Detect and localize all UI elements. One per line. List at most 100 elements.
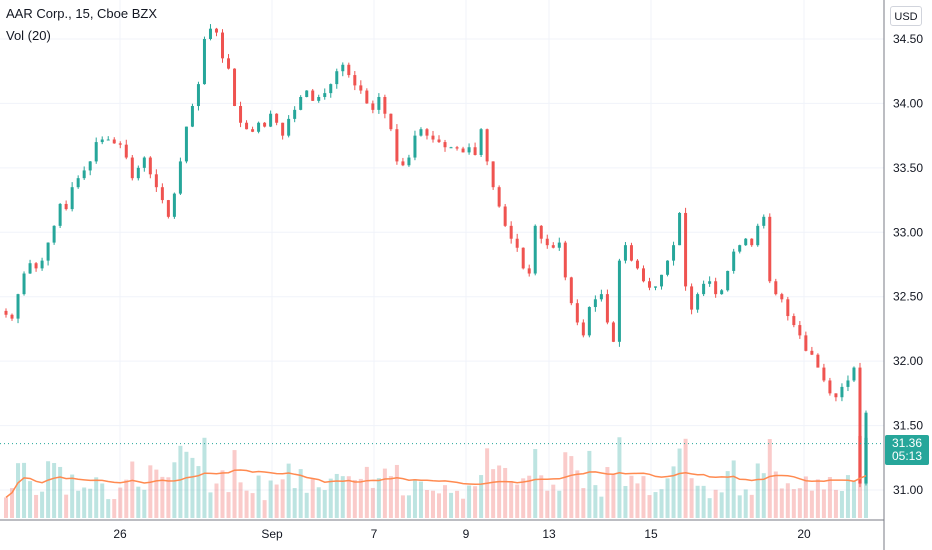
volume-bar: [112, 499, 117, 518]
volume-bar: [244, 490, 249, 518]
candle-body: [431, 135, 435, 140]
candle-body: [563, 242, 567, 278]
volume-bar: [467, 485, 472, 518]
candle-body: [281, 122, 285, 136]
volume-bar: [40, 491, 45, 518]
x-tick-label: 15: [644, 527, 658, 541]
volume-bar: [479, 475, 484, 518]
candle-body: [575, 303, 579, 323]
volume-bar: [725, 471, 730, 518]
volume-bar: [304, 492, 309, 518]
volume-bar: [388, 476, 393, 518]
x-tick-label: 26: [113, 527, 127, 541]
y-tick-label: 33.50: [893, 161, 923, 175]
candle-body: [196, 84, 200, 107]
volume-bar: [455, 490, 460, 518]
volume-bar: [635, 483, 640, 518]
candle-body: [58, 203, 62, 226]
volume-bar: [4, 497, 8, 518]
candle-body: [768, 216, 772, 282]
volume-bar: [334, 473, 339, 518]
candle-body: [798, 325, 802, 336]
volume-bar: [280, 479, 285, 518]
volume-bar: [328, 478, 333, 518]
candle-body: [269, 113, 273, 127]
volume-bar: [10, 488, 15, 518]
volume-bar: [100, 483, 105, 518]
volume-bar: [653, 492, 658, 518]
volume-bar: [70, 474, 75, 518]
volume-bar: [713, 489, 718, 518]
volume-bar: [136, 486, 141, 518]
candle-body: [112, 139, 116, 144]
volume-bar: [148, 465, 153, 518]
volume-bar: [509, 481, 514, 518]
candle-body: [172, 193, 176, 217]
candle-body: [756, 225, 760, 246]
volume-bar: [106, 499, 111, 518]
candle-body: [4, 310, 8, 315]
candle-body: [221, 32, 225, 59]
volume-bar: [64, 494, 69, 518]
candle-body: [214, 28, 218, 33]
last-price-value: 31.36: [891, 436, 923, 450]
candle-body: [581, 322, 585, 336]
volume-bar: [707, 498, 712, 518]
candle-body: [233, 68, 237, 107]
volume-bar: [767, 439, 772, 518]
candle-body: [245, 122, 249, 130]
candle-body: [774, 281, 778, 295]
volume-bar: [539, 475, 544, 518]
volume-bar: [130, 461, 135, 518]
volume-bar: [400, 495, 405, 518]
volume-bar: [695, 485, 700, 518]
volume-bar: [316, 487, 321, 518]
candle-body: [822, 367, 826, 381]
x-tick-label: Sep: [261, 527, 283, 541]
volume-bar: [581, 488, 586, 518]
volume-bar: [833, 489, 838, 518]
volume-bar: [809, 490, 814, 518]
candle-body: [599, 294, 603, 300]
volume-bar: [551, 484, 556, 518]
volume-bar: [58, 466, 63, 518]
candle-body: [840, 386, 844, 398]
candle-body: [503, 206, 507, 226]
volume-bar: [208, 492, 213, 518]
candle-body: [539, 225, 543, 239]
volume-bar: [617, 437, 622, 518]
volume-bar: [569, 456, 574, 518]
volume-bar: [124, 479, 129, 518]
candle-body: [88, 161, 92, 171]
volume-bar: [671, 466, 676, 518]
candle-body: [293, 109, 297, 119]
candle-body: [485, 129, 489, 162]
volume-bar: [827, 477, 832, 518]
volume-bar: [491, 469, 496, 518]
candle-body: [76, 178, 80, 188]
bar-countdown: 05:13: [891, 449, 923, 463]
volume-bar: [310, 478, 315, 518]
candle-body: [852, 367, 856, 381]
volume-bar: [497, 465, 502, 518]
y-tick-label: 31.00: [893, 483, 923, 497]
volume-bar: [238, 482, 243, 518]
volume-bar: [557, 490, 562, 518]
candle-body: [425, 129, 429, 136]
volume-bar: [593, 485, 598, 518]
volume-bar: [797, 488, 802, 518]
candle-body: [810, 350, 814, 355]
candle-body: [341, 64, 345, 72]
candle-body: [166, 200, 170, 217]
volume-bar: [430, 490, 435, 518]
volume-bar: [178, 445, 183, 518]
volume-bar: [286, 463, 291, 518]
candle-body: [64, 203, 68, 210]
volume-bar: [629, 475, 634, 518]
candle-body: [804, 335, 808, 351]
volume-bar: [418, 481, 423, 518]
candle-body: [160, 187, 164, 201]
volume-bar: [166, 477, 171, 518]
currency-button[interactable]: USD: [890, 6, 922, 26]
